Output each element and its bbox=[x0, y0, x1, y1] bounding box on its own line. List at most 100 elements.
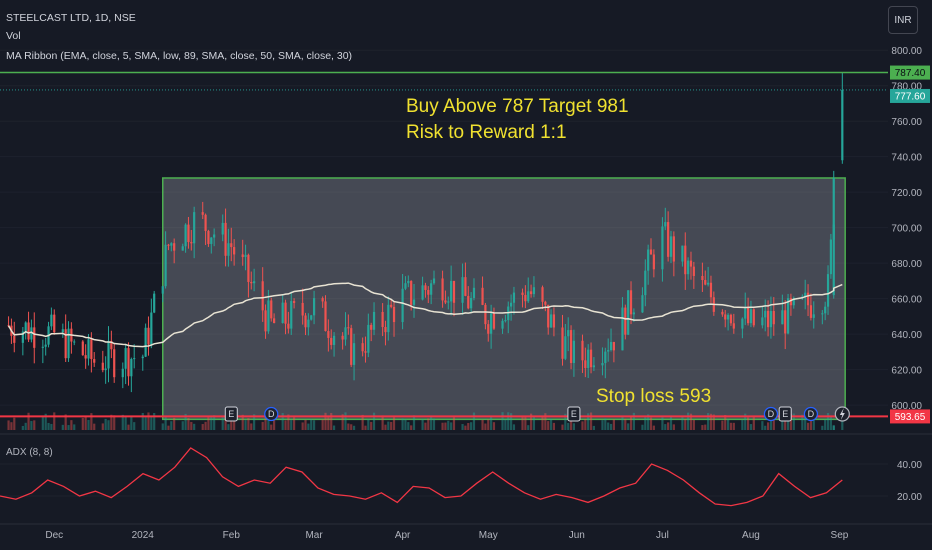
volume-bar bbox=[47, 422, 50, 430]
earnings-marker-label: E bbox=[228, 409, 234, 419]
volume-bar bbox=[367, 419, 370, 430]
volume-bar bbox=[432, 418, 436, 430]
volume-bar bbox=[544, 413, 547, 430]
candle-body bbox=[170, 243, 173, 246]
volume-bar bbox=[430, 416, 433, 430]
resistance-price-tag-bg bbox=[890, 65, 930, 80]
volume-bar bbox=[204, 421, 207, 430]
ma-ribbon-label: MA Ribbon (EMA, close, 5, SMA, low, 89, … bbox=[6, 50, 353, 62]
candle-body bbox=[624, 307, 627, 335]
volume-bar bbox=[624, 418, 627, 430]
candle-body bbox=[44, 344, 47, 347]
candle-body bbox=[264, 310, 267, 332]
x-tick-label: Apr bbox=[395, 530, 411, 541]
volume-bar bbox=[170, 421, 173, 430]
volume-bar bbox=[27, 412, 30, 430]
volume-bar bbox=[193, 423, 196, 430]
volume-bar bbox=[587, 413, 590, 430]
candle-body bbox=[64, 329, 67, 359]
y-tick-label: 780.00 bbox=[891, 82, 922, 93]
candle-body bbox=[689, 260, 693, 267]
candle-body bbox=[364, 351, 367, 353]
candle-body bbox=[292, 301, 296, 303]
candle-body bbox=[361, 343, 364, 352]
volume-bar bbox=[792, 413, 795, 430]
volume-bar bbox=[741, 420, 744, 430]
candle-body bbox=[127, 348, 130, 377]
volume-bar bbox=[84, 417, 87, 430]
candle-body bbox=[247, 254, 250, 282]
candle-body bbox=[450, 280, 453, 302]
volume-bar bbox=[521, 416, 524, 430]
volume-bar bbox=[649, 417, 653, 430]
volume-bar bbox=[67, 425, 70, 430]
candle-body bbox=[101, 362, 104, 371]
volume-bar bbox=[709, 413, 713, 430]
candle-body bbox=[452, 280, 456, 303]
y-tick-label: 760.00 bbox=[891, 117, 922, 128]
volume-bar bbox=[647, 414, 650, 430]
y-tick-label: 660.00 bbox=[891, 295, 922, 306]
volume-bar bbox=[507, 412, 510, 430]
volume-bar bbox=[687, 412, 690, 430]
volume-bar bbox=[721, 420, 724, 430]
candle-body bbox=[467, 295, 470, 309]
candle-body bbox=[424, 285, 427, 290]
candle-body bbox=[141, 356, 144, 359]
y-tick-label: 740.00 bbox=[891, 153, 922, 164]
currency-button[interactable]: INR bbox=[888, 6, 918, 34]
volume-bar bbox=[273, 415, 276, 430]
volume-bar bbox=[292, 417, 296, 430]
volume-bar bbox=[230, 414, 233, 430]
volume-bar bbox=[561, 424, 564, 430]
candle-body bbox=[270, 300, 273, 319]
candle-body bbox=[164, 244, 167, 287]
volume-bar bbox=[627, 423, 630, 430]
volume-bar bbox=[427, 418, 430, 430]
volume-bar bbox=[381, 415, 384, 430]
candle-body bbox=[201, 212, 204, 215]
candle-body bbox=[509, 302, 513, 307]
volume-bar bbox=[727, 419, 730, 430]
candle-body bbox=[647, 249, 650, 271]
candle-body bbox=[749, 309, 753, 324]
volume-bar bbox=[93, 423, 96, 430]
candle-body bbox=[541, 287, 544, 302]
x-tick-label: Sep bbox=[831, 530, 849, 541]
candle-body bbox=[472, 287, 476, 299]
candle-body bbox=[587, 349, 590, 368]
candle-body bbox=[584, 360, 587, 368]
volume-bar bbox=[350, 424, 353, 430]
adx-tick-label: 40.00 bbox=[897, 460, 922, 471]
volume-bar bbox=[307, 423, 310, 430]
volume-bar bbox=[421, 419, 424, 430]
volume-bar bbox=[512, 424, 516, 430]
candle-body bbox=[113, 349, 116, 378]
candle-body bbox=[312, 298, 316, 316]
volume-bar bbox=[569, 421, 573, 430]
lightning-icon bbox=[839, 408, 845, 420]
volume-bar bbox=[87, 419, 90, 430]
candle-body bbox=[441, 278, 444, 301]
x-tick-label: Mar bbox=[305, 530, 323, 541]
volume-bar bbox=[370, 421, 373, 430]
candle-body bbox=[784, 310, 787, 334]
candle-body bbox=[641, 295, 644, 313]
volume-bar bbox=[221, 415, 224, 430]
volume-bar bbox=[669, 416, 673, 430]
volume-bar bbox=[784, 417, 787, 430]
candle-body bbox=[230, 243, 233, 248]
volume-bar bbox=[107, 420, 110, 430]
candle-body bbox=[147, 327, 150, 345]
volume-bar bbox=[712, 414, 715, 430]
adx-line bbox=[0, 447, 843, 507]
volume-bar bbox=[789, 414, 793, 430]
candle-body bbox=[687, 260, 690, 275]
candle-body bbox=[592, 365, 596, 368]
volume-bar bbox=[472, 412, 476, 430]
volume-bar bbox=[824, 419, 827, 430]
volume-bar bbox=[769, 413, 773, 430]
candle-body bbox=[612, 342, 615, 351]
volume-bar bbox=[167, 425, 170, 430]
